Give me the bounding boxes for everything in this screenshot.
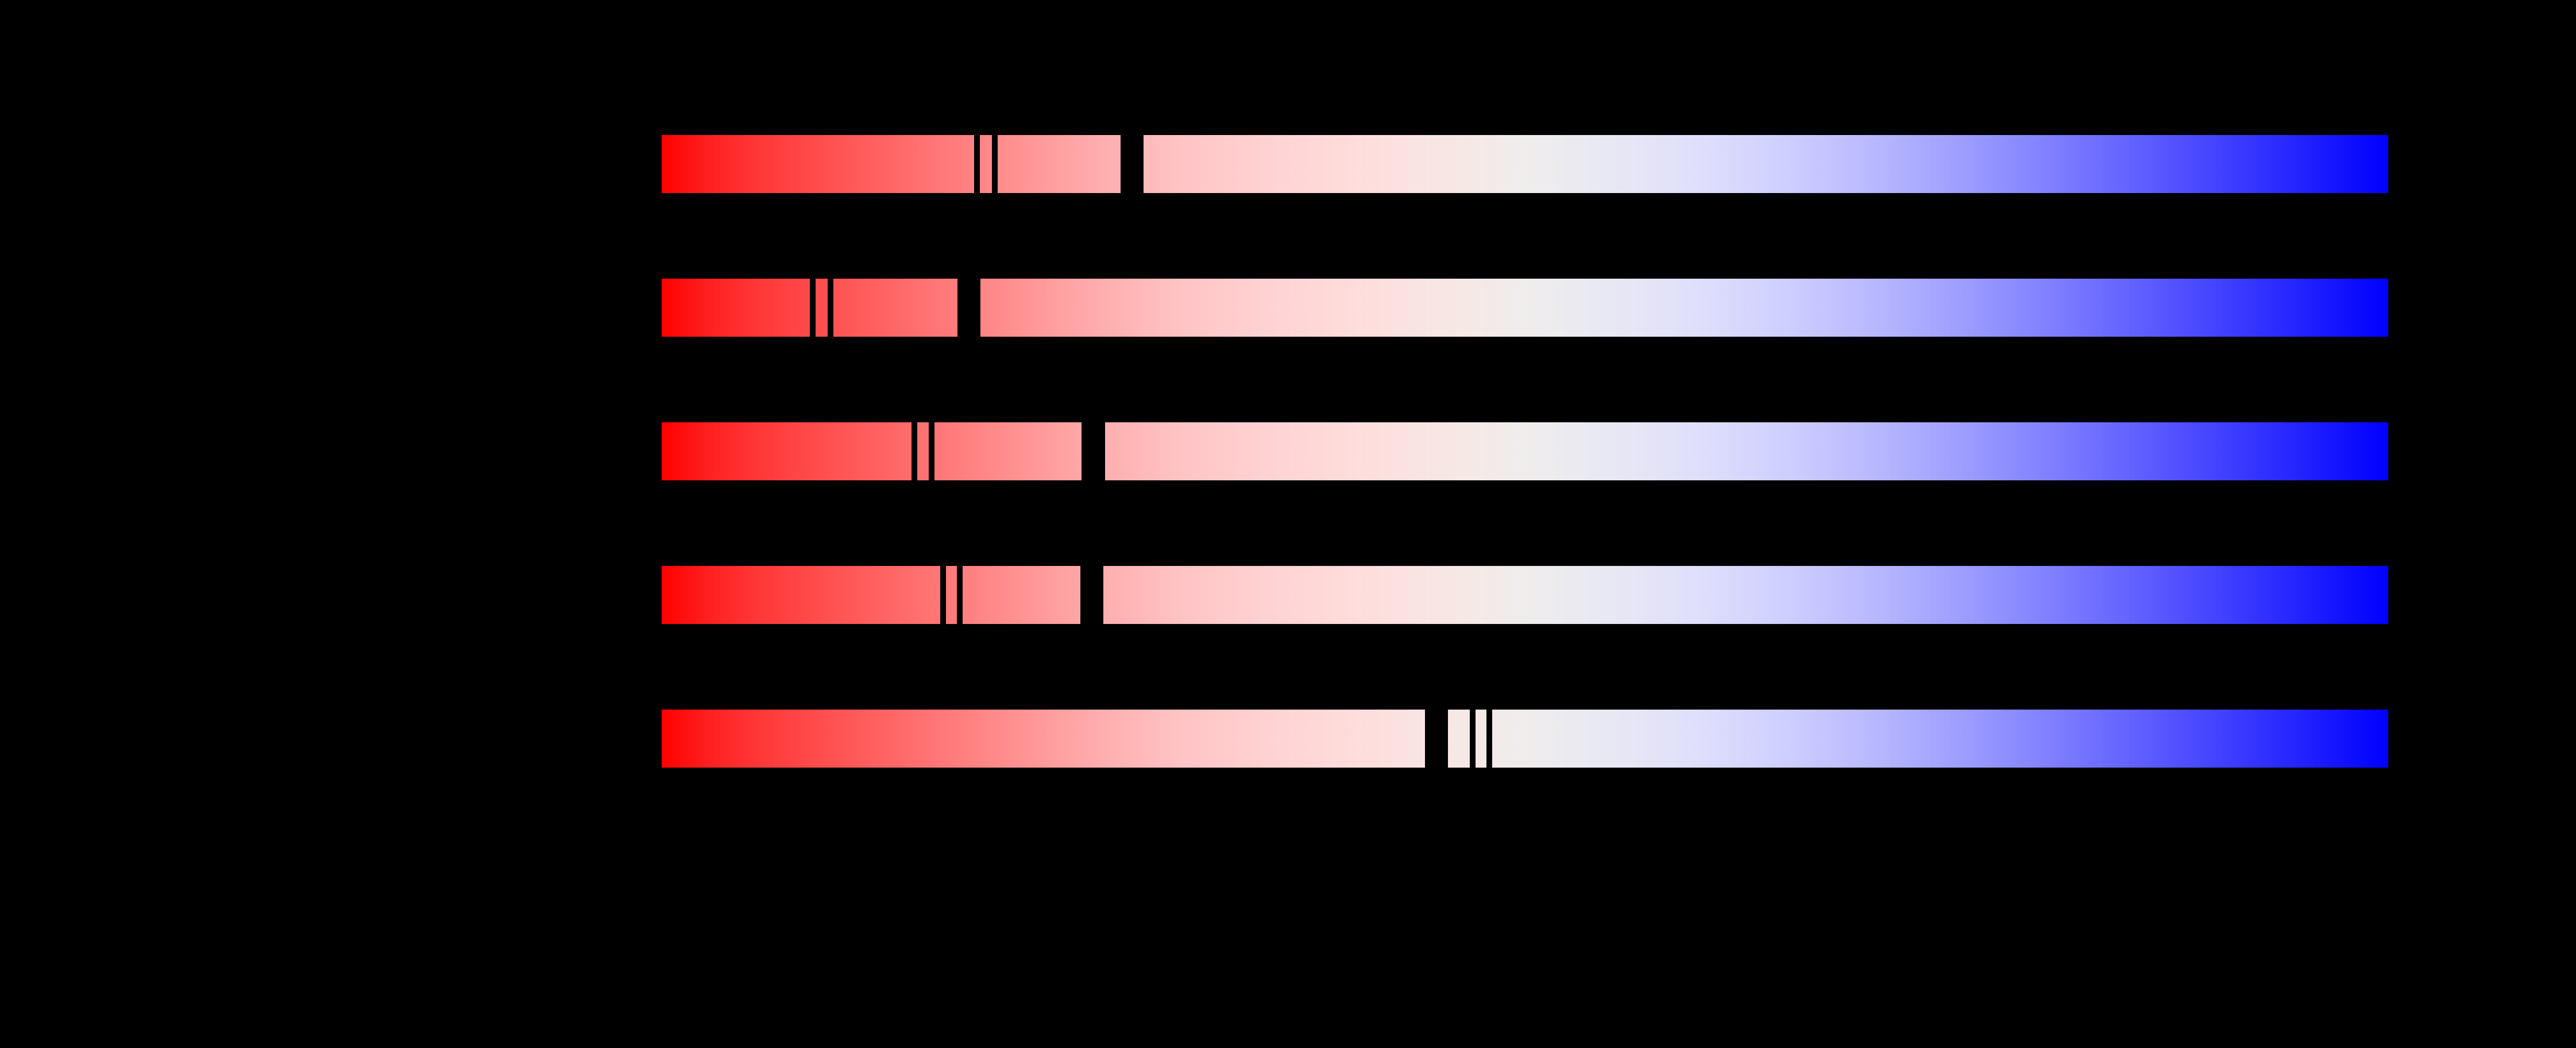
thick-tick-mark <box>1082 422 1105 480</box>
thick-tick-mark <box>1080 566 1103 624</box>
thick-tick-mark <box>1425 710 1448 768</box>
thin-tick-mark <box>1486 710 1492 768</box>
gradient-strip-3 <box>662 422 2388 480</box>
gradient-strip-2 <box>662 279 2388 337</box>
thin-tick-mark <box>940 566 946 624</box>
thick-tick-mark <box>1121 135 1144 193</box>
thin-tick-mark <box>929 422 934 480</box>
thin-tick-mark <box>912 422 917 480</box>
thin-tick-mark <box>810 279 816 337</box>
thin-tick-mark <box>1470 710 1476 768</box>
gradient-strip-5 <box>662 710 2388 768</box>
thin-tick-mark <box>828 279 833 337</box>
thin-tick-mark <box>957 566 963 624</box>
thin-tick-mark <box>992 135 998 193</box>
gradient-strip-4 <box>662 566 2388 624</box>
gradient-strip-1 <box>662 135 2388 193</box>
thin-tick-mark <box>974 135 980 193</box>
thick-tick-mark <box>957 279 980 337</box>
